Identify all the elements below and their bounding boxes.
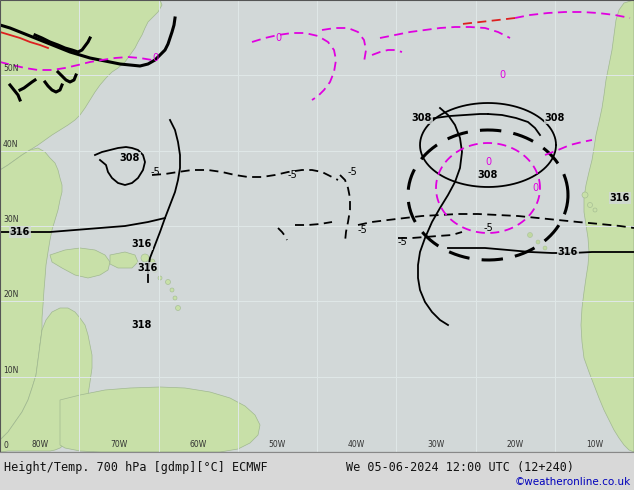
Text: 0: 0 — [275, 33, 281, 43]
Circle shape — [582, 192, 588, 198]
Text: 10N: 10N — [3, 366, 18, 375]
Circle shape — [536, 240, 540, 244]
Text: 60W: 60W — [190, 440, 207, 449]
Text: 316: 316 — [610, 193, 630, 203]
Text: 80W: 80W — [31, 440, 48, 449]
Circle shape — [165, 279, 171, 285]
Text: 0: 0 — [532, 183, 538, 193]
Circle shape — [527, 232, 533, 238]
Text: We 05-06-2024 12:00 UTC (12+240): We 05-06-2024 12:00 UTC (12+240) — [346, 461, 574, 474]
Polygon shape — [0, 148, 62, 440]
Polygon shape — [581, 0, 634, 452]
Circle shape — [170, 288, 174, 292]
Polygon shape — [110, 252, 138, 268]
Text: 40N: 40N — [3, 140, 18, 148]
Text: 316: 316 — [132, 239, 152, 249]
Text: -5: -5 — [287, 170, 297, 180]
Circle shape — [153, 268, 157, 272]
Text: -5: -5 — [483, 223, 493, 233]
Text: 308: 308 — [412, 113, 432, 123]
Text: 20N: 20N — [3, 291, 18, 299]
Circle shape — [141, 254, 149, 262]
Text: 30N: 30N — [3, 215, 18, 224]
Polygon shape — [0, 308, 92, 452]
Text: 308: 308 — [478, 170, 498, 180]
Circle shape — [593, 208, 597, 212]
Polygon shape — [0, 0, 162, 170]
Text: 308: 308 — [545, 113, 565, 123]
Text: -5: -5 — [150, 167, 160, 177]
Text: 316: 316 — [558, 247, 578, 257]
Circle shape — [176, 305, 181, 311]
Text: 30W: 30W — [427, 440, 444, 449]
Text: 70W: 70W — [110, 440, 127, 449]
Text: 308: 308 — [120, 153, 140, 163]
Text: 316: 316 — [138, 263, 158, 273]
Text: -5: -5 — [357, 225, 367, 235]
Text: 50N: 50N — [3, 64, 18, 74]
Text: 318: 318 — [132, 320, 152, 330]
Text: Height/Temp. 700 hPa [gdmp][°C] ECMWF: Height/Temp. 700 hPa [gdmp][°C] ECMWF — [4, 461, 268, 474]
Polygon shape — [40, 315, 68, 375]
Circle shape — [158, 276, 162, 280]
Bar — [0, 452, 634, 490]
Text: 0: 0 — [485, 157, 491, 167]
Text: -5: -5 — [347, 167, 357, 177]
Polygon shape — [50, 248, 110, 278]
Text: 10W: 10W — [586, 440, 603, 449]
Circle shape — [173, 296, 177, 300]
Text: 316: 316 — [10, 227, 30, 237]
Text: 0: 0 — [499, 70, 505, 80]
Text: 40W: 40W — [348, 440, 365, 449]
Circle shape — [149, 259, 155, 265]
Text: 50W: 50W — [269, 440, 286, 449]
Text: ©weatheronline.co.uk: ©weatheronline.co.uk — [515, 477, 631, 487]
Text: 0: 0 — [3, 441, 8, 450]
Polygon shape — [60, 387, 260, 452]
Text: -5: -5 — [397, 237, 407, 247]
Text: 20W: 20W — [507, 440, 524, 449]
Text: 0: 0 — [152, 53, 158, 63]
Circle shape — [543, 246, 547, 250]
Circle shape — [588, 202, 593, 207]
